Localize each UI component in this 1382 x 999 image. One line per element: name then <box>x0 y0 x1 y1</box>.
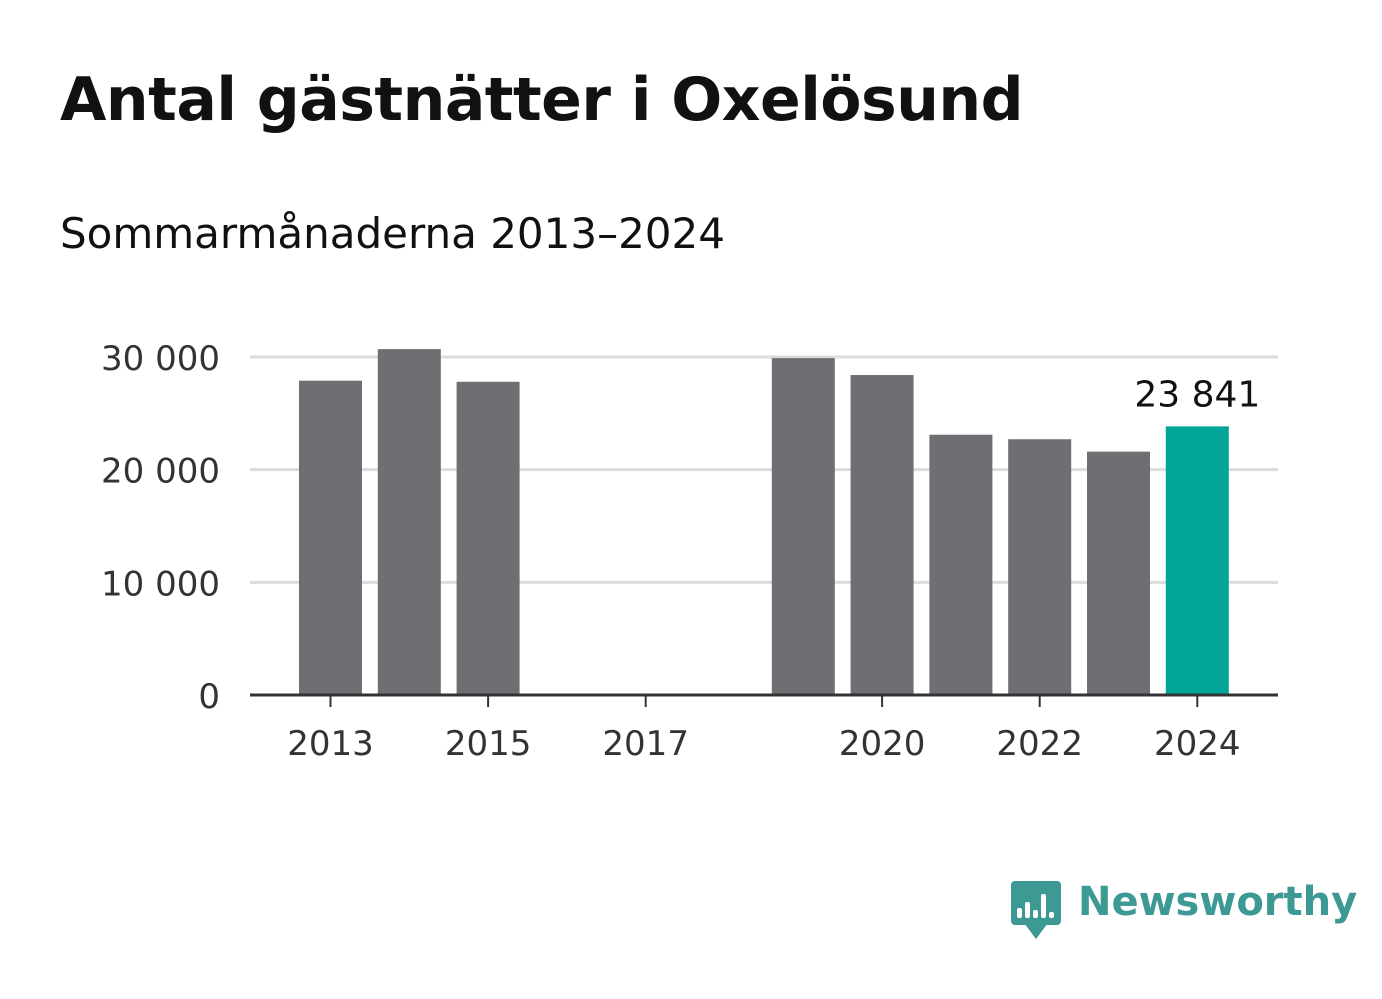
x-tick-label: 2015 <box>445 724 532 764</box>
y-tick-label: 20 000 <box>101 452 220 492</box>
bar <box>771 358 835 695</box>
y-tick-label: 30 000 <box>101 339 220 379</box>
bar <box>1008 439 1072 695</box>
bar <box>1087 451 1150 695</box>
y-tick-label: 10 000 <box>101 564 220 604</box>
bar <box>456 381 520 695</box>
bar <box>1165 426 1229 695</box>
bar <box>929 434 993 695</box>
page-title: Antal gästnätter i Oxelösund <box>60 65 1024 135</box>
x-tick-label: 2022 <box>996 724 1083 764</box>
axes <box>250 693 1278 707</box>
brand-name: Newsworthy <box>1078 879 1358 925</box>
y-tick-label: 0 <box>198 677 220 717</box>
brand-logo: Newsworthy <box>1010 878 1357 942</box>
labels: 0 10 000 20 000 30 000 2013 2015 2017 2020 2022 2… <box>101 339 1260 764</box>
x-tick-label: 2024 <box>1154 724 1241 764</box>
bar-chart-speech-bubble-icon <box>1011 881 1061 939</box>
bar <box>299 380 362 695</box>
bars <box>299 349 1229 695</box>
bar <box>377 349 441 695</box>
x-tick-label: 2020 <box>839 724 926 764</box>
x-tick-label: 2017 <box>602 724 689 764</box>
data-label: 23 841 <box>1134 374 1260 415</box>
bar <box>850 375 914 695</box>
page-subtitle: Sommarmånaderna 2013–2024 <box>60 209 725 258</box>
x-tick-label: 2013 <box>287 724 374 764</box>
